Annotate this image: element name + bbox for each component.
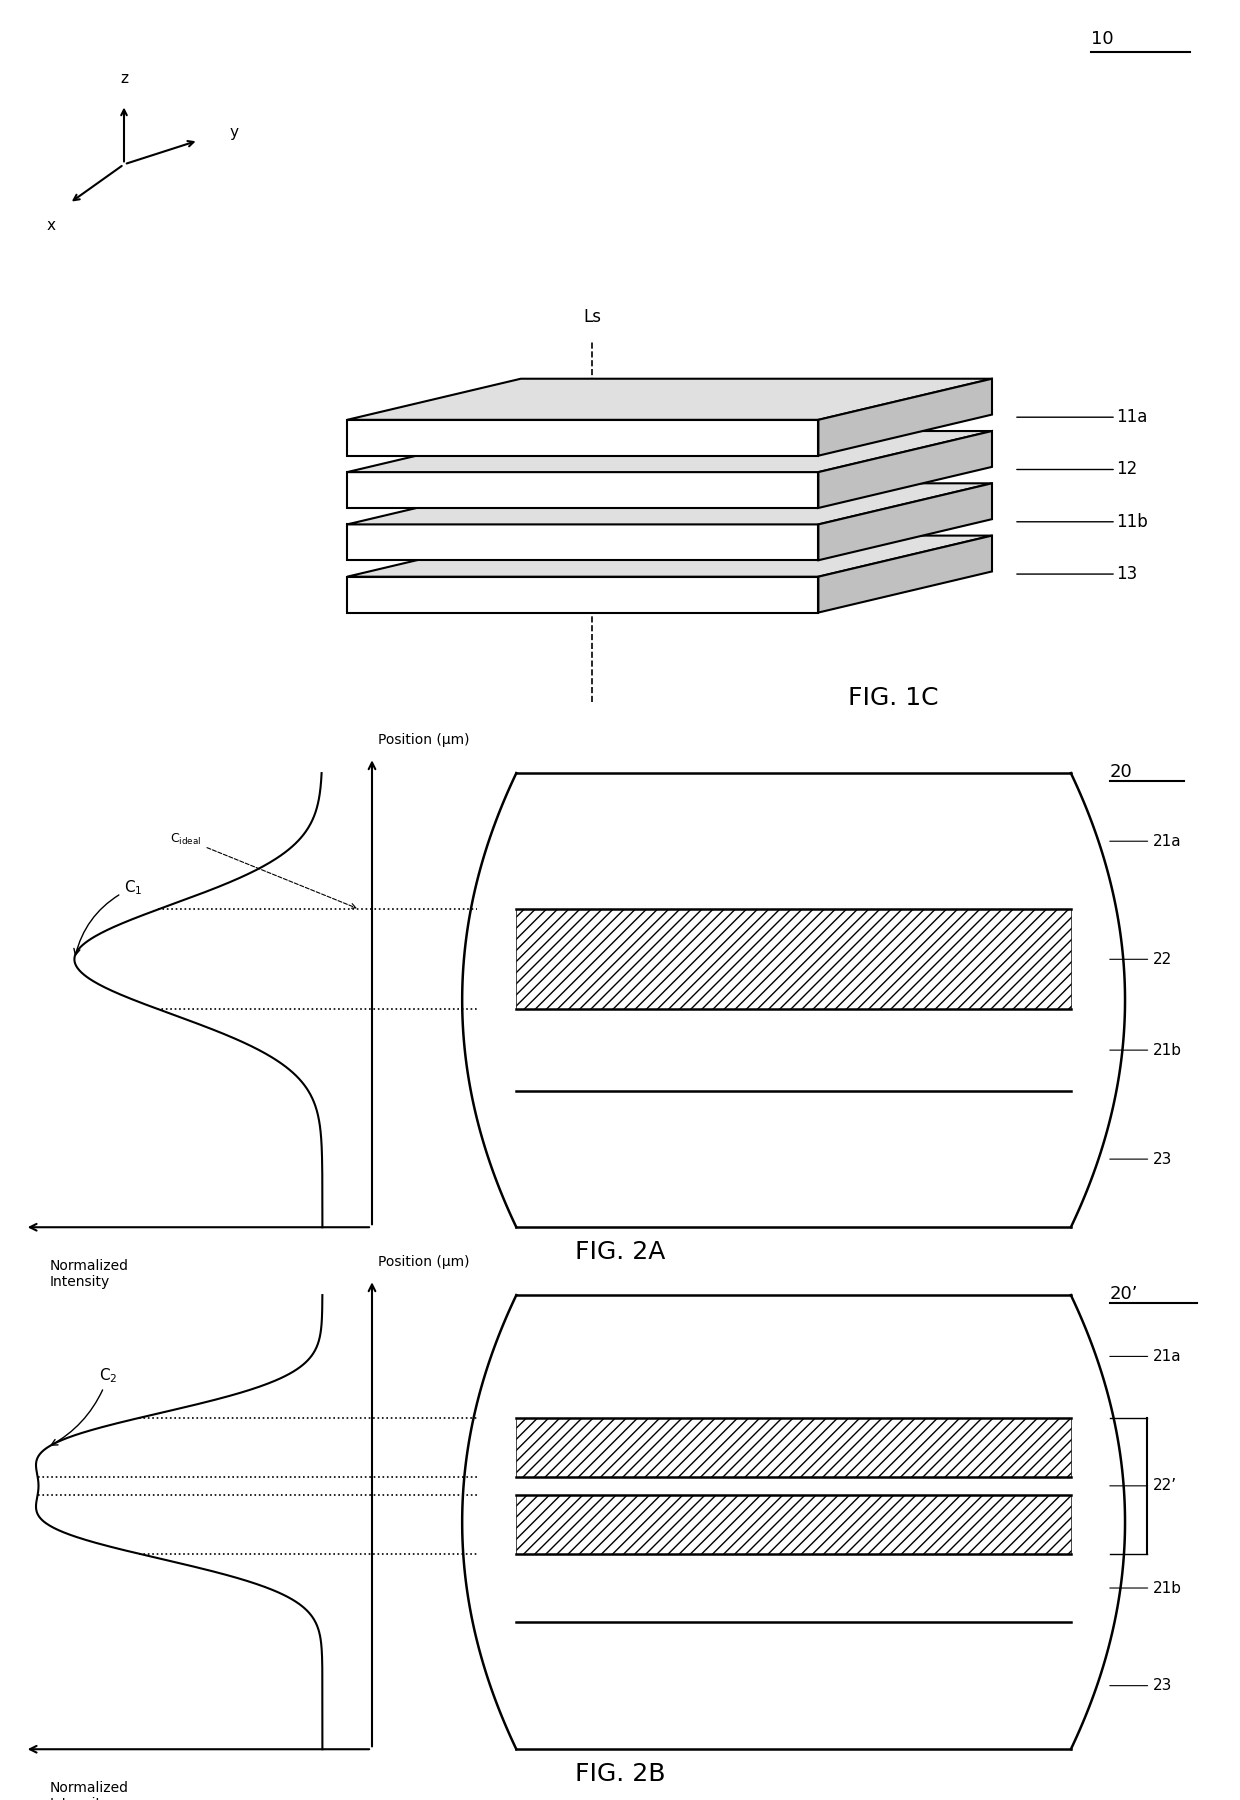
Text: FIG. 1C: FIG. 1C (848, 686, 937, 709)
Text: Ls: Ls (583, 308, 601, 326)
Text: y: y (229, 126, 238, 140)
Polygon shape (347, 378, 992, 419)
Text: Position (μm): Position (μm) (378, 1255, 470, 1269)
Text: 21b: 21b (1110, 1580, 1182, 1595)
Bar (516, 1091, 1071, 1228)
Text: FIG. 2B: FIG. 2B (575, 1762, 665, 1786)
Bar (516, 1622, 1071, 1750)
Polygon shape (818, 378, 992, 455)
Bar (516, 1418, 1071, 1476)
Text: 23: 23 (1110, 1678, 1173, 1694)
Text: 21a: 21a (1110, 1348, 1182, 1364)
Text: C$_1$: C$_1$ (74, 878, 143, 956)
Polygon shape (347, 419, 818, 455)
Bar (516, 909, 1071, 1010)
Text: 21b: 21b (1110, 1042, 1182, 1058)
Text: Normalized
Intensity: Normalized Intensity (50, 1780, 129, 1800)
Polygon shape (347, 536, 992, 576)
Text: C$_2$: C$_2$ (51, 1366, 118, 1445)
Text: x: x (46, 218, 56, 234)
Polygon shape (347, 472, 818, 508)
Text: 21a: 21a (1110, 833, 1182, 850)
Text: C$_{\mathrm{ideal}}$: C$_{\mathrm{ideal}}$ (170, 832, 356, 909)
Text: 12: 12 (1017, 461, 1137, 479)
Bar (516, 774, 1071, 909)
Bar (516, 1418, 1071, 1476)
Polygon shape (347, 576, 818, 612)
Bar (516, 1296, 1071, 1418)
Text: z: z (120, 70, 128, 86)
Text: Normalized
Intensity: Normalized Intensity (50, 1258, 129, 1289)
Bar (516, 1010, 1071, 1091)
Text: FIG. 2A: FIG. 2A (575, 1240, 665, 1264)
Text: 13: 13 (1017, 565, 1137, 583)
Polygon shape (347, 484, 992, 524)
Bar (516, 909, 1071, 1010)
Text: 20’: 20’ (1110, 1285, 1138, 1303)
Text: 23: 23 (1110, 1152, 1173, 1166)
Bar (516, 1496, 1071, 1553)
Polygon shape (818, 430, 992, 508)
Text: 11b: 11b (1017, 513, 1148, 531)
Text: Position (μm): Position (μm) (378, 733, 470, 747)
Bar (516, 1476, 1071, 1496)
Polygon shape (347, 524, 818, 560)
Bar (516, 1496, 1071, 1553)
Polygon shape (347, 430, 992, 472)
Text: 11a: 11a (1017, 409, 1147, 427)
Text: 20: 20 (1110, 763, 1132, 781)
Bar (516, 1553, 1071, 1622)
Text: 22: 22 (1110, 952, 1173, 967)
Text: 22’: 22’ (1110, 1478, 1177, 1494)
Polygon shape (818, 484, 992, 560)
Text: 10: 10 (1091, 31, 1114, 49)
Polygon shape (818, 536, 992, 612)
